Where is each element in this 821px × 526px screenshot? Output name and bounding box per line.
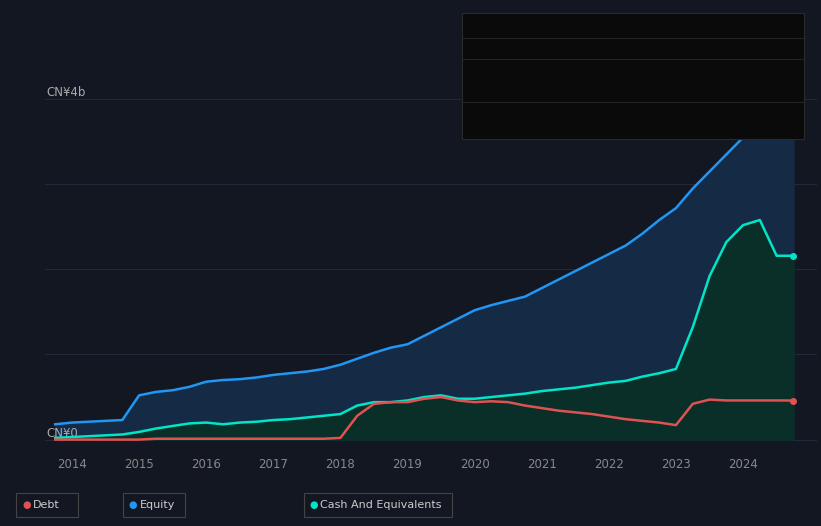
Text: ●: ● [129, 500, 137, 510]
Text: 12.3%: 12.3% [606, 91, 644, 101]
Text: Cash And Equivalents: Cash And Equivalents [470, 112, 592, 122]
Text: ●: ● [22, 500, 30, 510]
Text: CN¥2.161b: CN¥2.161b [606, 112, 674, 122]
Text: CN¥458.704m: CN¥458.704m [606, 50, 693, 60]
Text: Cash And Equivalents: Cash And Equivalents [320, 500, 442, 510]
Text: Equity: Equity [470, 71, 506, 81]
Text: Sep 30 2024: Sep 30 2024 [470, 29, 553, 42]
Text: ●: ● [310, 500, 318, 510]
Text: Debt: Debt [470, 50, 498, 60]
Text: Debt/Equity Ratio: Debt/Equity Ratio [631, 91, 732, 101]
Text: Equity: Equity [140, 500, 175, 510]
Text: Debt: Debt [33, 500, 60, 510]
Text: CN¥0: CN¥0 [47, 427, 79, 440]
Text: CN¥3.738b: CN¥3.738b [606, 71, 674, 81]
Text: CN¥4b: CN¥4b [47, 86, 86, 99]
